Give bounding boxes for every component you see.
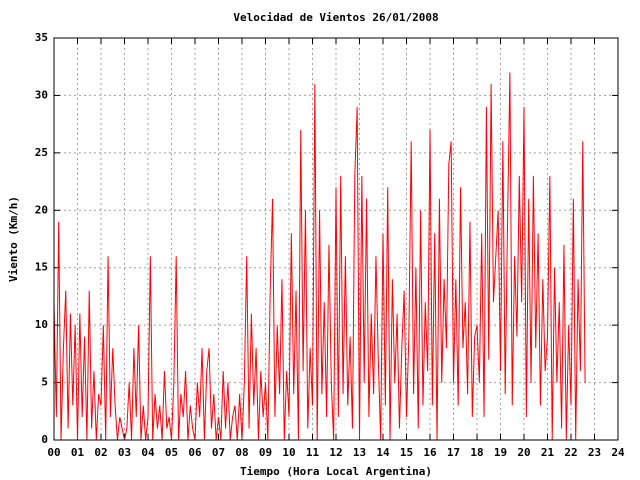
x-tick-label: 16 [423, 446, 437, 459]
y-tick-label: 20 [35, 203, 48, 216]
x-tick-label: 07 [212, 446, 225, 459]
y-tick-label: 35 [35, 31, 48, 44]
x-tick-label: 04 [141, 446, 155, 459]
x-tick-label: 11 [306, 446, 320, 459]
y-tick-label: 10 [35, 318, 48, 331]
x-tick-label: 00 [47, 446, 60, 459]
x-tick-label: 22 [564, 446, 577, 459]
x-tick-label: 09 [259, 446, 272, 459]
x-tick-label: 12 [329, 446, 342, 459]
x-tick-label: 13 [353, 446, 366, 459]
x-axis-label: Tiempo (Hora Local Argentina) [240, 465, 432, 478]
y-tick-label: 0 [41, 433, 48, 446]
plot-border [53, 37, 619, 441]
y-axis-label: Viento (Km/h) [7, 196, 20, 282]
x-tick-label: 06 [188, 446, 202, 459]
x-tick-label: 17 [447, 446, 460, 459]
x-tick-label: 23 [588, 446, 601, 459]
y-tick-label: 25 [35, 146, 48, 159]
x-tick-label: 19 [494, 446, 507, 459]
x-tick-label: 10 [282, 446, 295, 459]
x-tick-label: 21 [541, 446, 555, 459]
x-tick-label: 01 [71, 446, 85, 459]
x-tick-label: 03 [118, 446, 131, 459]
x-tick-label: 18 [470, 446, 483, 459]
y-tick-label: 15 [35, 261, 48, 274]
x-tick-label: 05 [165, 446, 178, 459]
x-tick-label: 02 [94, 446, 107, 459]
x-tick-label: 20 [517, 446, 530, 459]
x-tick-label: 15 [400, 446, 413, 459]
chart-title: Velocidad de Vientos 26/01/2008 [233, 11, 438, 24]
data-line [53, 72, 586, 441]
x-tick-label: 24 [611, 446, 625, 459]
x-tick-label: 14 [376, 446, 390, 459]
y-tick-label: 5 [41, 376, 48, 389]
x-tick-label: 08 [235, 446, 248, 459]
y-tick-label: 30 [35, 88, 48, 101]
